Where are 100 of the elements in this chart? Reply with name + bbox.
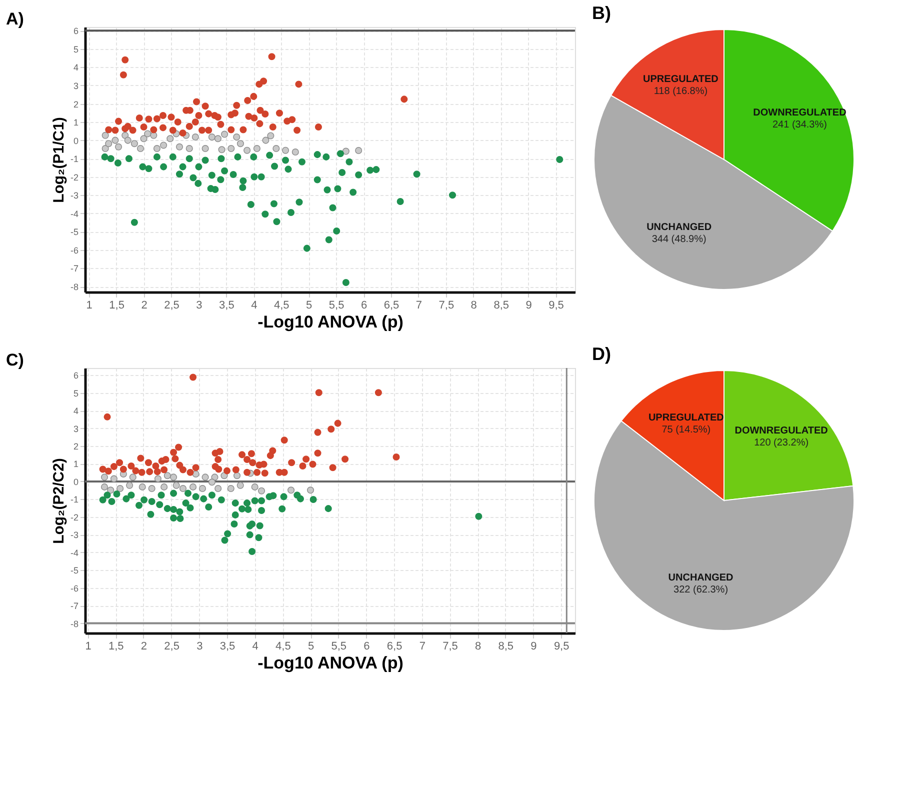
point [276,110,283,117]
y-tick-label: -3 [70,190,78,201]
point [288,459,296,466]
point [105,126,112,134]
point [156,501,164,508]
point [278,505,286,512]
point [136,145,144,152]
x-tick-label: 6,5 [386,640,402,652]
point [253,145,260,152]
point [168,114,175,121]
point [208,134,216,141]
point [153,115,160,122]
point [392,453,400,460]
point [261,470,268,477]
point [110,463,118,470]
point [105,140,112,148]
point [295,80,302,88]
x-tick-label: 3,5 [220,640,236,652]
point [208,492,216,499]
x-tick-label: 1,5 [109,300,124,312]
point [267,132,274,140]
data-label: 322 (62.3%) [674,584,728,596]
point [294,126,301,134]
point [147,510,154,518]
y-tick-label: -4 [70,208,78,219]
point [315,389,322,396]
point [116,485,124,492]
point [230,520,238,528]
point [255,534,262,542]
point [246,522,254,530]
point [137,454,144,462]
point [202,102,209,110]
point [342,456,349,463]
point [288,116,296,124]
point [266,493,273,500]
point [129,126,136,134]
point [186,145,193,152]
point [272,145,280,152]
point [116,459,124,466]
point [152,462,160,470]
x-tick-label: 8 [470,300,477,312]
point [102,145,109,152]
point [192,464,200,472]
point [269,123,276,130]
point [228,145,235,152]
point [374,389,382,396]
point [214,456,222,463]
point [176,143,183,150]
point [224,530,232,538]
point [112,136,119,144]
point [256,106,264,114]
point [202,145,209,152]
point [112,126,119,134]
y-tick-label: 0 [73,476,78,487]
point [221,130,228,138]
point [140,123,148,130]
point [355,147,362,154]
point [205,110,212,118]
point [128,492,135,499]
point [162,456,170,463]
y-tick-label: 2 [73,441,78,452]
point [215,466,222,473]
point [475,512,482,520]
point [216,448,224,455]
point [262,136,270,144]
x-tick-label: 1 [86,300,92,312]
point [258,487,266,494]
point [190,483,197,490]
point [154,468,161,476]
point [244,96,252,104]
point [192,493,200,500]
point [238,451,246,458]
x-axis-title: -Log10 ANOVA (p) [258,654,404,672]
point [228,126,235,134]
point [232,511,239,518]
y-tick-label: -6 [70,245,78,256]
chart-title: C) [6,350,24,370]
y-tick-label: 1 [73,459,78,470]
point [234,472,241,480]
point [169,126,176,134]
point [172,482,180,489]
point [244,500,251,507]
point [113,490,120,498]
y-tick-label: 4 [73,406,78,416]
point [186,122,193,130]
y-tick-label: -3 [70,530,78,540]
point [256,522,264,530]
point [227,485,234,492]
x-tick-label: 8,5 [494,300,509,312]
point [176,514,184,522]
point [170,506,178,513]
point [182,500,190,507]
x-tick-label: 1 [85,640,92,652]
x-tick-label: 7,5 [438,300,454,312]
x-tick-label: 7 [416,300,422,312]
point [144,130,152,138]
point [192,118,199,126]
point [307,486,314,494]
point [198,126,206,134]
point [179,466,187,474]
